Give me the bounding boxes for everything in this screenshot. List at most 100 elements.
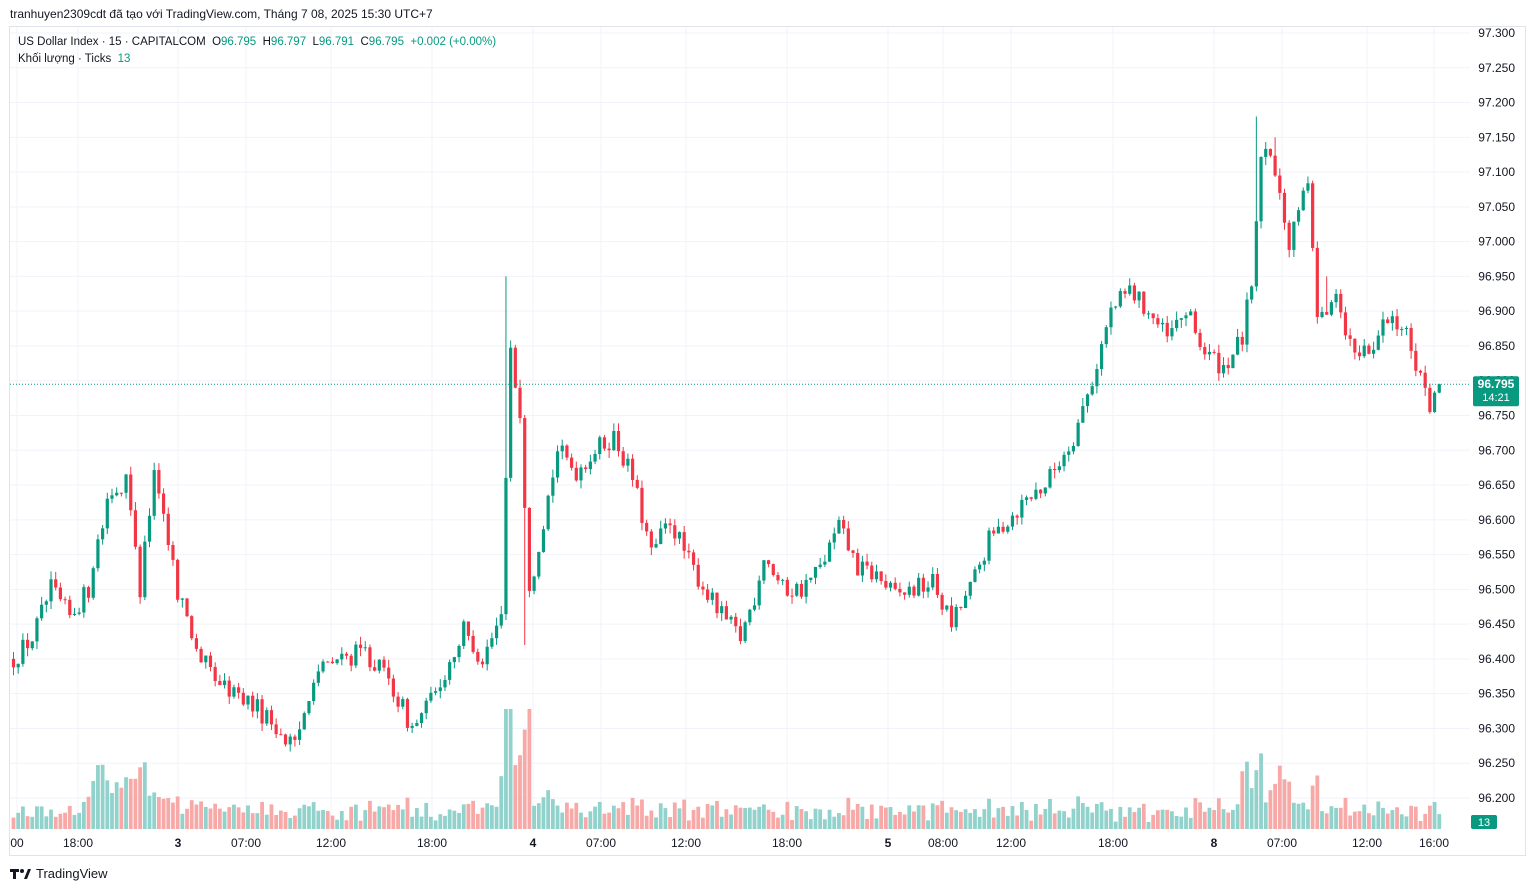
volume-bar bbox=[180, 813, 185, 829]
volume-bar bbox=[790, 819, 794, 829]
candle-body bbox=[1418, 370, 1423, 373]
volume-bar bbox=[944, 812, 949, 829]
volume-bar bbox=[1357, 811, 1362, 829]
candle-body bbox=[677, 532, 682, 539]
volume-bar bbox=[81, 801, 86, 829]
volume-bar bbox=[865, 818, 869, 829]
candle-body bbox=[373, 667, 377, 671]
volume-bar bbox=[565, 802, 569, 829]
candle-body bbox=[851, 550, 855, 553]
volume-bar bbox=[822, 819, 827, 829]
candle-body bbox=[1160, 322, 1165, 325]
volume-bar bbox=[724, 809, 729, 829]
candle-body bbox=[532, 576, 536, 591]
candle-body bbox=[1226, 364, 1230, 369]
volume-value: 13 bbox=[117, 53, 131, 65]
candle-body bbox=[963, 595, 968, 608]
volume-bar bbox=[1385, 813, 1390, 829]
volume-bar bbox=[250, 813, 255, 829]
volume-bar bbox=[489, 805, 494, 829]
volume-bar bbox=[499, 776, 504, 829]
footer-brand[interactable]: TradingView bbox=[10, 866, 108, 881]
volume-bar bbox=[691, 809, 696, 829]
last-price-label: 96.795 14:21 bbox=[1473, 376, 1519, 407]
volume-bar bbox=[386, 804, 391, 829]
volume-bar bbox=[658, 803, 663, 829]
candle-body bbox=[898, 588, 902, 593]
candle-body bbox=[1404, 327, 1409, 330]
volume-bar bbox=[405, 797, 410, 829]
volume-bar bbox=[968, 812, 973, 829]
volume-bar bbox=[461, 804, 466, 829]
volume-bar bbox=[485, 803, 490, 829]
candle-body bbox=[874, 571, 879, 580]
volume-bar bbox=[518, 755, 522, 829]
candle-body bbox=[513, 347, 517, 388]
candle-body bbox=[1381, 319, 1385, 336]
candle-body bbox=[593, 454, 597, 462]
candle-body bbox=[96, 539, 100, 569]
candle-body bbox=[227, 680, 231, 697]
volume-bar bbox=[1043, 808, 1048, 829]
candle-body bbox=[809, 577, 813, 580]
volume-bar bbox=[1254, 770, 1259, 829]
volume-bar bbox=[199, 801, 203, 829]
candle-body bbox=[701, 586, 705, 590]
time-tick-label: 08:00 bbox=[928, 836, 958, 850]
candle-body bbox=[865, 561, 869, 566]
volume-bar bbox=[855, 803, 860, 829]
candle-body bbox=[687, 550, 691, 553]
candle-body bbox=[926, 587, 930, 592]
candle-body bbox=[1137, 291, 1141, 301]
volume-bar bbox=[138, 767, 143, 829]
volume-bar bbox=[888, 807, 893, 829]
candle-body bbox=[208, 655, 213, 667]
volume-bar bbox=[1263, 802, 1268, 829]
volume-bar bbox=[579, 812, 583, 829]
volume-bar bbox=[414, 808, 419, 829]
candle-body bbox=[509, 347, 513, 478]
symbol-title[interactable]: US Dollar Index · 15 · CAPITALCOM bbox=[18, 36, 206, 48]
volume-bar bbox=[475, 813, 480, 829]
volume-bar bbox=[607, 812, 612, 829]
volume-bar bbox=[541, 797, 546, 829]
volume-label[interactable]: Khối lượng · Ticks bbox=[18, 53, 112, 65]
time-tick-label: 00 bbox=[10, 836, 24, 850]
candle-body bbox=[640, 487, 644, 523]
volume-bar bbox=[1113, 821, 1118, 829]
candle-body bbox=[1357, 352, 1362, 357]
candle-body bbox=[1367, 345, 1371, 354]
candle-body bbox=[856, 552, 860, 576]
close-label: C bbox=[360, 36, 369, 48]
volume-bar bbox=[602, 813, 607, 829]
candle-body bbox=[129, 474, 133, 511]
candle-body bbox=[171, 545, 175, 560]
open-value: 96.795 bbox=[221, 36, 257, 48]
candle-body bbox=[424, 700, 428, 714]
volume-bar bbox=[1343, 797, 1348, 829]
last-volume-text: 13 bbox=[1478, 817, 1490, 829]
volume-bar bbox=[1282, 779, 1287, 829]
candle-body bbox=[16, 663, 20, 668]
candle-body bbox=[218, 680, 222, 686]
candle-body bbox=[1109, 307, 1113, 328]
candle-body bbox=[316, 671, 320, 683]
volume-bar bbox=[935, 805, 940, 829]
volume-bar bbox=[119, 787, 124, 829]
candle-body bbox=[949, 605, 954, 628]
volume-bar bbox=[494, 806, 499, 829]
chart-frame bbox=[9, 26, 1526, 856]
candle-body bbox=[105, 498, 109, 529]
volume-bar bbox=[1395, 807, 1399, 829]
volume-bar bbox=[368, 800, 372, 829]
volume-bar bbox=[1202, 811, 1207, 829]
candle-body bbox=[846, 528, 850, 551]
volume-bar bbox=[762, 804, 766, 829]
volume-bar bbox=[133, 778, 138, 829]
volume-bar bbox=[353, 804, 358, 829]
candle-body bbox=[598, 437, 602, 455]
volume-bar bbox=[982, 809, 987, 829]
volume-bar bbox=[1413, 806, 1418, 829]
volume-bar bbox=[1376, 801, 1381, 829]
